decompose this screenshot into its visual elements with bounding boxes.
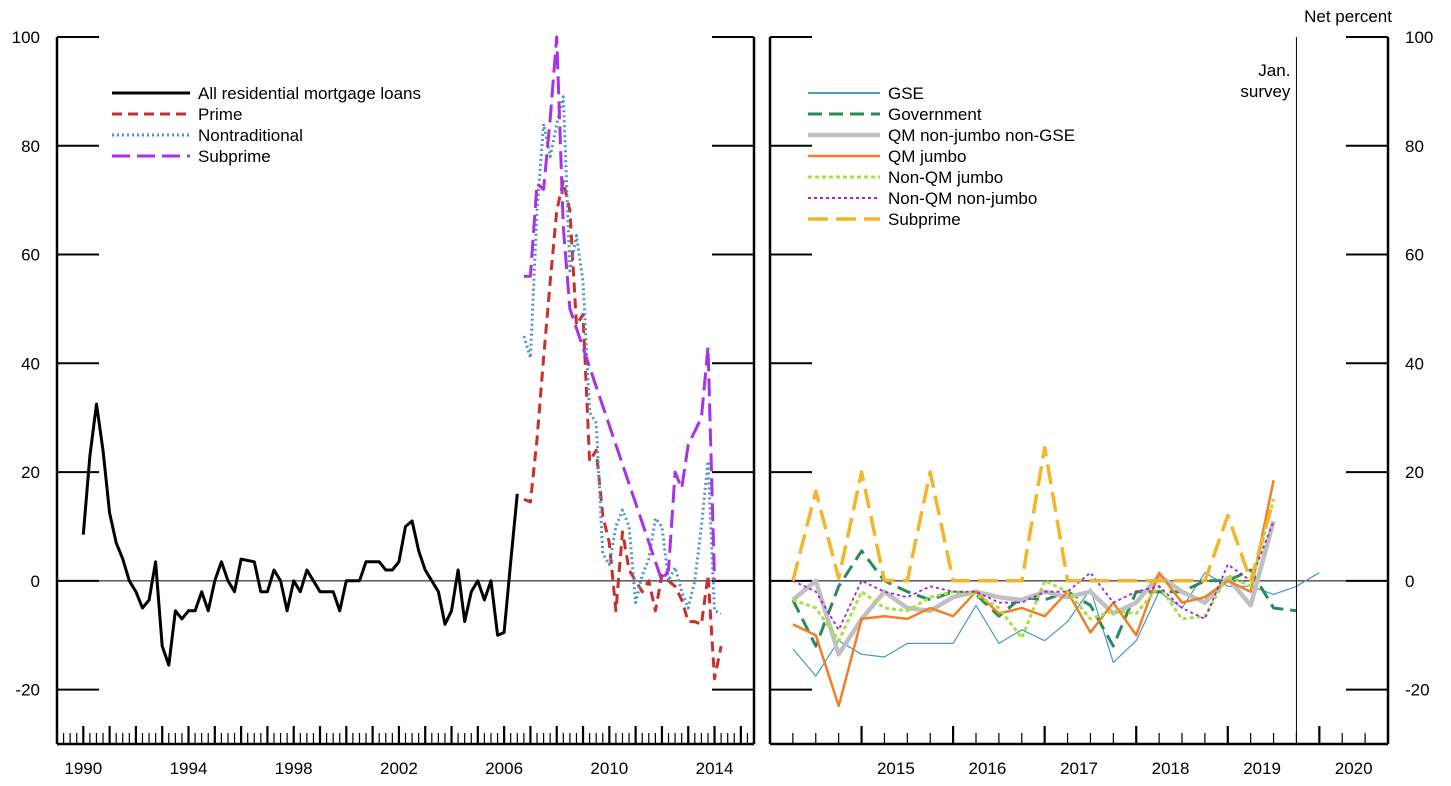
left-panel: -20 0 20 40 60 80 100 1990 1994 1998 2002 2006 2010 2…: [12, 28, 756, 778]
legend-label-4: Non-QM jumbo: [888, 168, 1003, 187]
x-tick-label: 2018: [1152, 759, 1190, 778]
y-tick-label: -20: [15, 681, 40, 700]
series-line-1: [791, 549, 1297, 648]
x-tick-label: 1990: [64, 759, 102, 778]
legend-label-0: All residential mortgage loans: [198, 84, 421, 103]
x-tick-label: 1998: [275, 759, 313, 778]
legend-label-1: Government: [888, 105, 982, 124]
y-tick-label: 20: [21, 463, 40, 482]
x-tick-label: 2006: [485, 759, 523, 778]
x-tick-label: 2002: [380, 759, 418, 778]
legend-label-1: Prime: [198, 105, 242, 124]
series-line-3: [792, 479, 1275, 708]
x-tick-label: 1994: [170, 759, 208, 778]
y-tick-label: 40: [1405, 354, 1424, 373]
legend-label-5: Non-QM non-jumbo: [888, 189, 1037, 208]
survey-annotation: Jan.: [1258, 61, 1290, 80]
legend-label-2: QM non-jumbo non-GSE: [888, 126, 1075, 145]
series-line-2: [522, 95, 722, 615]
series-line-0: [792, 572, 1320, 677]
survey-annotation: survey: [1240, 82, 1291, 101]
right-panel: -20 0 20 40 60 80 100 2015 2016 2017 2018 2019 2020 G…: [768, 7, 1433, 778]
legend-label-2: Nontraditional: [198, 126, 303, 145]
series-line-4: [792, 498, 1276, 643]
series-line-2: [791, 520, 1276, 657]
y-tick-label: 60: [1405, 246, 1424, 265]
series-line-3: [523, 35, 716, 583]
x-tick-label: 2016: [969, 759, 1007, 778]
y-tick-label: 80: [21, 137, 40, 156]
y-tick-label: 20: [1405, 463, 1424, 482]
y-tick-label: 100: [12, 28, 40, 47]
x-tick-label: 2010: [590, 759, 628, 778]
x-tick-label: 2019: [1243, 759, 1281, 778]
y-tick-label: 40: [21, 354, 40, 373]
legend-label-6: Subprime: [888, 210, 961, 229]
x-tick-label: 2017: [1060, 759, 1098, 778]
series-line-6: [791, 445, 1276, 583]
series-line-1: [523, 179, 723, 681]
y-tick-label: -20: [1405, 681, 1430, 700]
y-axis-label: Net percent: [1304, 7, 1392, 26]
y-tick-label: 0: [1405, 572, 1414, 591]
y-tick-label: 80: [1405, 137, 1424, 156]
y-tick-label: 100: [1405, 28, 1433, 47]
x-tick-label: 2020: [1335, 759, 1373, 778]
series-line-0: [81, 402, 519, 667]
legend-label-3: Subprime: [198, 147, 271, 166]
legend-label-0: GSE: [888, 84, 924, 103]
x-tick-label: 2015: [877, 759, 915, 778]
x-tick-label: 2014: [696, 759, 734, 778]
y-tick-label: 0: [31, 572, 40, 591]
y-tick-label: 60: [21, 246, 40, 265]
legend-label-3: QM jumbo: [888, 147, 966, 166]
